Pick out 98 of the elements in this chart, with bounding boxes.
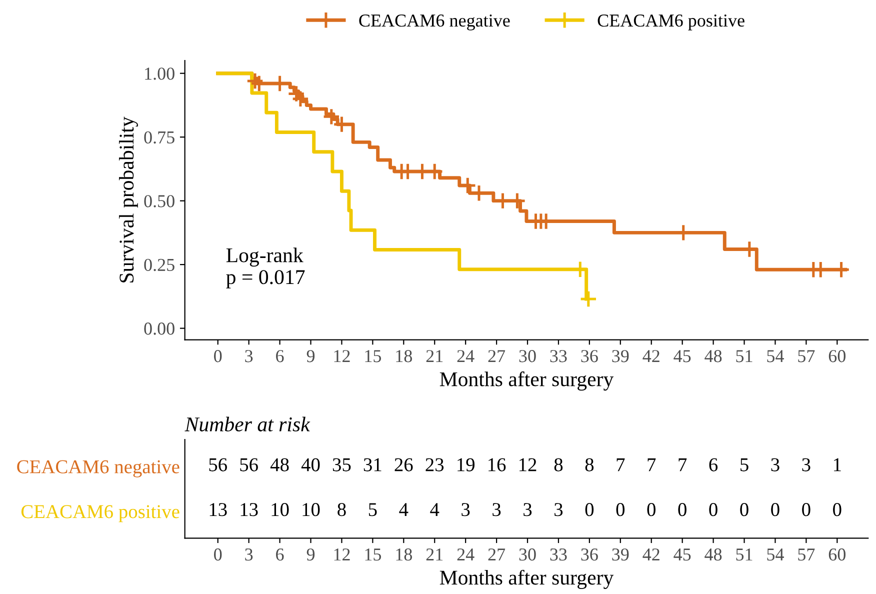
data-label: 35 — [332, 458, 351, 472]
x-tick-label: 60 — [828, 548, 846, 561]
data-label: 13 — [210, 503, 227, 516]
x-tick-label: 45 — [674, 350, 691, 362]
x-tick-label: 9 — [306, 350, 315, 362]
x-tick-label: 6 — [276, 350, 284, 362]
data-label: 0 — [585, 503, 594, 516]
x-tick-label: 57 — [798, 548, 815, 561]
x-tick-label: 45 — [674, 548, 691, 561]
x-tick-label: 12 — [334, 350, 350, 362]
data-label: 4 — [430, 503, 440, 516]
data-label: 0 — [833, 503, 842, 516]
x-tick-label: 48 — [704, 548, 722, 561]
data-label: 40 — [301, 458, 320, 472]
data-label: 0 — [709, 503, 718, 516]
legend-label: CEACAM6 negative — [359, 14, 510, 30]
x-tick-label: 21 — [426, 548, 443, 560]
data-label: 10 — [272, 503, 289, 516]
data-label: 19 — [458, 458, 475, 472]
x-tick-label: 21 — [426, 350, 443, 362]
data-label: 3 — [462, 503, 470, 516]
x-tick-label: 36 — [581, 548, 598, 561]
x-tick-label: 60 — [828, 350, 846, 362]
data-label: 0 — [802, 503, 810, 516]
legend-label: CEACAM6 positive — [598, 14, 744, 30]
x-axis-title: Months after surgery — [440, 371, 614, 391]
x-tick-label: 3 — [245, 548, 253, 561]
data-label: 6 — [709, 458, 718, 472]
x-tick-label: 48 — [704, 350, 722, 362]
data-label: 3 — [802, 458, 810, 472]
x-tick-label: 12 — [334, 548, 350, 560]
y-tick-label: CEACAM6 negative — [17, 460, 180, 478]
x-tick-label: 0 — [214, 548, 222, 561]
chart-title: Number at risk — [184, 416, 310, 432]
data-label: 8 — [338, 503, 346, 516]
data-label: 0 — [616, 503, 625, 516]
x-tick-label: 3 — [245, 350, 253, 362]
data-label: 26 — [394, 458, 413, 472]
x-tick-label: 42 — [642, 350, 660, 362]
data-label: 3 — [524, 503, 532, 516]
x-tick-label: 15 — [365, 350, 382, 362]
x-axis-title: Months after surgery — [440, 570, 614, 589]
y-tick-label: 0.75 — [144, 131, 174, 144]
x-tick-label: 24 — [457, 350, 474, 362]
data-label: 0 — [647, 503, 656, 516]
data-label: 3 — [554, 503, 563, 516]
data-label: 3 — [492, 503, 501, 516]
data-label: 7 — [616, 458, 625, 472]
x-tick-label: 57 — [798, 350, 815, 362]
x-tick-label: 33 — [550, 350, 567, 362]
data-label: 13 — [240, 503, 258, 516]
annotation: Log-rank p = 0.017 — [226, 248, 305, 288]
x-tick-label: 0 — [214, 350, 222, 362]
x-tick-label: 39 — [612, 548, 629, 561]
x-tick-label: 18 — [396, 350, 412, 362]
data-label: 1 — [834, 458, 841, 472]
data-label: 56 — [240, 458, 258, 472]
x-tick-label: 27 — [488, 350, 506, 362]
x-tick-label: 54 — [767, 548, 784, 561]
data-label: 5 — [368, 503, 377, 516]
data-label: 0 — [678, 503, 686, 516]
x-tick-label: 18 — [396, 548, 412, 561]
data-label: 7 — [648, 458, 656, 472]
data-label: 31 — [364, 458, 382, 472]
data-label: 56 — [209, 458, 228, 472]
y-axis-title: Survival probability — [119, 116, 138, 282]
x-tick-label: 9 — [306, 548, 315, 561]
data-label: 0 — [771, 503, 780, 516]
x-tick-label: 51 — [736, 548, 752, 561]
x-tick-label: 27 — [488, 548, 506, 560]
data-label: 8 — [554, 458, 563, 472]
data-label: 7 — [678, 458, 687, 472]
data-label: 4 — [399, 503, 408, 516]
y-tick-label: 0.00 — [144, 322, 174, 335]
data-label: 5 — [740, 458, 748, 472]
data-label: 0 — [740, 503, 748, 516]
x-tick-label: 33 — [550, 548, 567, 561]
x-tick-label: 39 — [612, 350, 629, 362]
x-tick-label: 54 — [767, 350, 784, 362]
y-tick-label: 0.50 — [144, 195, 174, 208]
x-tick-label: 15 — [365, 548, 382, 561]
data-label: 16 — [488, 458, 506, 472]
x-tick-label: 36 — [581, 350, 598, 362]
data-label: 48 — [270, 458, 289, 472]
data-label: 8 — [585, 458, 594, 472]
y-tick-label: 0.25 — [144, 258, 174, 272]
x-tick-label: 42 — [642, 548, 660, 560]
x-tick-label: 6 — [276, 548, 284, 561]
x-tick-label: 30 — [519, 350, 536, 362]
x-tick-label: 24 — [457, 548, 474, 560]
y-tick-label: CEACAM6 positive — [21, 505, 180, 522]
y-tick-label: 1.00 — [145, 68, 174, 80]
x-tick-label: 51 — [736, 350, 752, 362]
x-tick-label: 30 — [519, 548, 536, 561]
data-label: 10 — [302, 503, 320, 516]
data-label: 23 — [426, 458, 444, 472]
data-label: 3 — [771, 458, 780, 472]
data-label: 12 — [519, 458, 536, 472]
